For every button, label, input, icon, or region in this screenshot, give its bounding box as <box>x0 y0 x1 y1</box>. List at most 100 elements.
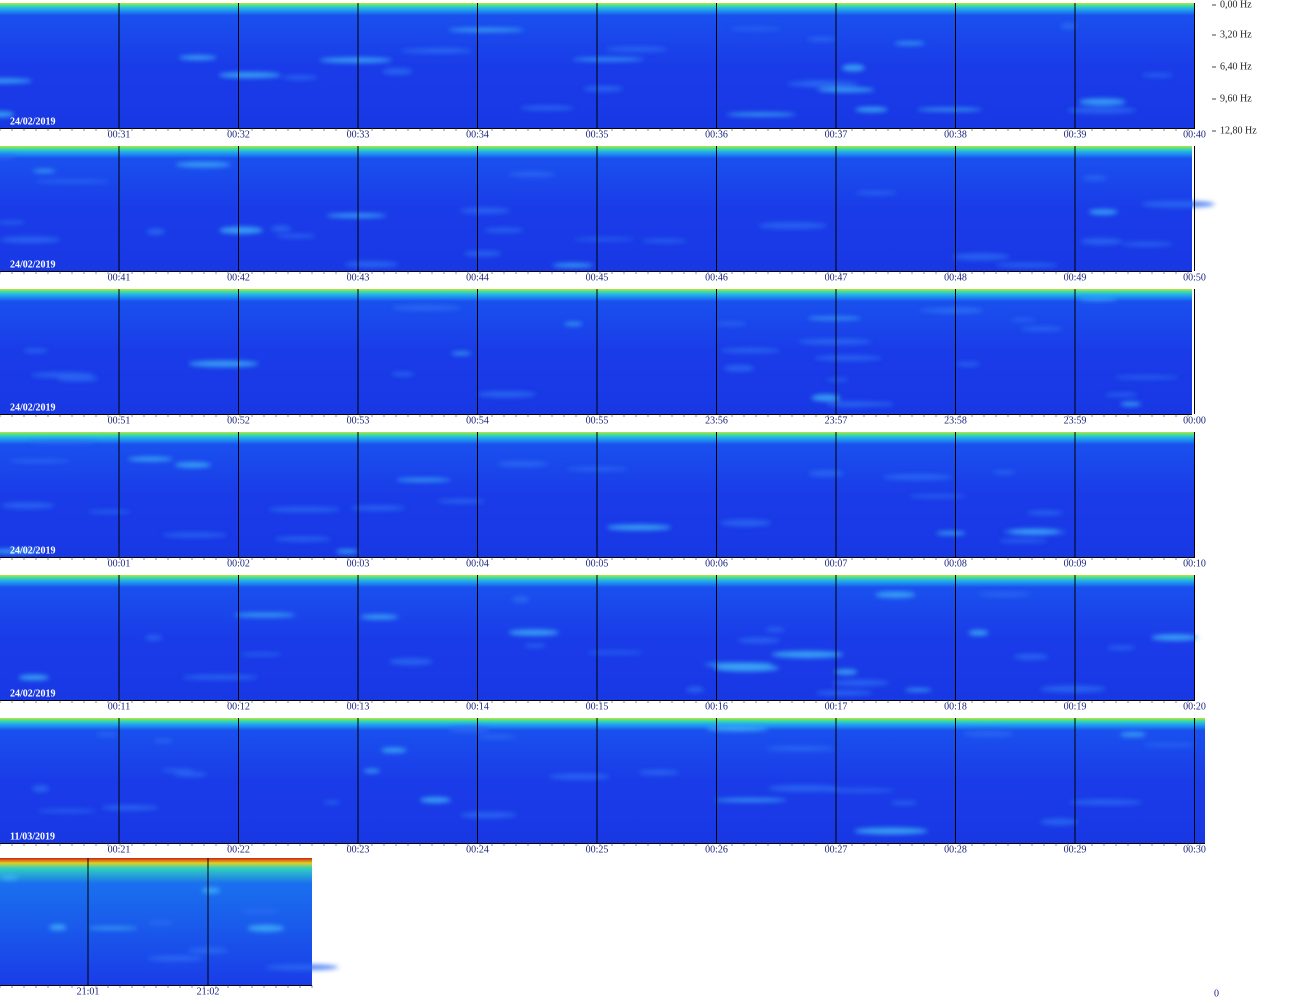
spectral-streak <box>1141 73 1174 78</box>
frequency-label: 12,80 Hz <box>1220 125 1257 136</box>
corner-label: 0 <box>1214 988 1219 999</box>
spectral-streak <box>161 768 194 773</box>
spectral-streak <box>344 261 399 268</box>
time-label: 00:33 <box>347 129 370 140</box>
spectral-streak <box>0 78 33 84</box>
spectral-streak <box>1142 743 1197 747</box>
spectral-streak <box>831 679 889 687</box>
time-label: 00:53 <box>347 415 370 426</box>
spectral-streak <box>323 800 340 805</box>
spectral-streak <box>729 27 782 31</box>
spectral-streak <box>826 378 849 382</box>
spectral-streak <box>391 371 415 377</box>
spectral-streak <box>811 394 841 402</box>
spectral-streak <box>0 236 60 244</box>
spectral-streak <box>182 674 259 680</box>
spectral-streak <box>336 549 359 554</box>
spectral-streak <box>1069 799 1142 806</box>
spectral-streak <box>1039 685 1106 693</box>
spectral-streak <box>483 227 524 233</box>
spectral-streak <box>382 68 413 75</box>
spectral-streak <box>241 909 280 914</box>
time-label: 00:44 <box>466 272 489 283</box>
spectrogram-texture <box>0 874 339 971</box>
time-label: 00:34 <box>466 129 489 140</box>
frequency-label: 9,60 Hz <box>1220 93 1252 104</box>
time-label: 00:24 <box>466 844 489 855</box>
time-label: 00:49 <box>1064 272 1087 283</box>
spectral-streak <box>0 111 15 118</box>
date-label: 24/02/2019 <box>10 545 56 556</box>
spectral-streak <box>817 87 875 93</box>
time-label: 00:22 <box>227 844 250 855</box>
spectrogram-texture <box>0 22 1174 118</box>
spectral-streak <box>765 745 836 752</box>
spectral-streak <box>360 614 399 620</box>
time-label: 00:03 <box>347 558 370 569</box>
time-label: 00:48 <box>944 272 967 283</box>
spectral-streak <box>1020 326 1063 332</box>
time-label: 00:04 <box>466 558 489 569</box>
spectral-streak <box>239 652 283 656</box>
time-label: 00:15 <box>586 701 609 712</box>
spectral-streak <box>726 112 797 117</box>
spectral-streak <box>219 226 263 234</box>
spectral-streak <box>174 462 211 468</box>
panels: 00:31 00:32 00:33 00:34 00:35 00:36 00:37 00:38… <box>0 0 1257 997</box>
spectral-streak <box>508 629 559 636</box>
spectrogram-panel: 00:51 00:52 00:53 00:54 00:55 23:56 23:57 23:58… <box>0 289 1206 426</box>
spectral-streak <box>162 532 228 538</box>
time-label: 00:55 <box>586 415 609 426</box>
time-label: 21:01 <box>77 986 100 997</box>
spectrogram-panel: 00:31 00:32 00:33 00:34 00:35 00:36 00:37 00:38… <box>0 3 1206 140</box>
time-label: 00:46 <box>705 272 728 283</box>
spectral-streak <box>270 225 292 232</box>
time-label: 23:57 <box>825 415 848 426</box>
spectrogram-panel: 00:01 00:02 00:03 00:04 00:05 00:06 00:07 00:08… <box>0 432 1206 569</box>
time-label: 00:06 <box>705 558 728 569</box>
spectral-streak <box>1114 375 1179 380</box>
spectral-streak <box>175 161 231 168</box>
spectral-streak <box>464 250 502 257</box>
spectral-streak <box>218 72 281 78</box>
time-label: 00:50 <box>1183 272 1206 283</box>
spectral-streak <box>563 322 583 326</box>
spectral-streak <box>524 643 547 648</box>
spectral-streak <box>437 498 485 504</box>
spectral-streak <box>963 730 1014 737</box>
time-label: 00:10 <box>1183 558 1206 569</box>
spectrogram-texture <box>0 440 1067 554</box>
time-label: 00:17 <box>825 701 848 712</box>
spectral-streak <box>389 658 433 666</box>
spectral-streak <box>998 538 1048 543</box>
time-label: 23:56 <box>705 415 728 426</box>
spectral-streak <box>890 800 918 805</box>
spectral-streak <box>1013 653 1049 660</box>
spectral-streak <box>0 220 26 225</box>
spectral-streak <box>233 612 296 618</box>
time-label: 00:28 <box>944 844 967 855</box>
time-label: 00:01 <box>108 558 131 569</box>
spectral-streak <box>704 662 774 667</box>
time-label: 00:05 <box>586 558 609 569</box>
time-label: 00:40 <box>1183 129 1206 140</box>
spectral-streak <box>1080 238 1123 245</box>
spectrogram-panel: 00:41 00:42 00:43 00:44 00:45 00:46 00:47 00:48… <box>0 146 1215 283</box>
spectral-streak <box>391 304 461 311</box>
time-label: 00:23 <box>347 844 370 855</box>
spectral-streak <box>265 964 339 971</box>
time-label: 00:30 <box>1183 844 1206 855</box>
time-label: 00:31 <box>108 129 131 140</box>
spectral-streak <box>1026 510 1064 516</box>
time-label: 00:13 <box>347 701 370 712</box>
spectral-streak <box>18 674 50 681</box>
spectral-streak <box>9 459 71 463</box>
spectral-streak <box>605 46 668 52</box>
spectral-streak <box>147 955 204 962</box>
time-label: 00:07 <box>825 558 848 569</box>
spectral-streak <box>1040 818 1078 826</box>
spectral-streak <box>28 440 97 444</box>
spectral-streak <box>797 338 872 345</box>
time-label: 00:47 <box>825 272 848 283</box>
